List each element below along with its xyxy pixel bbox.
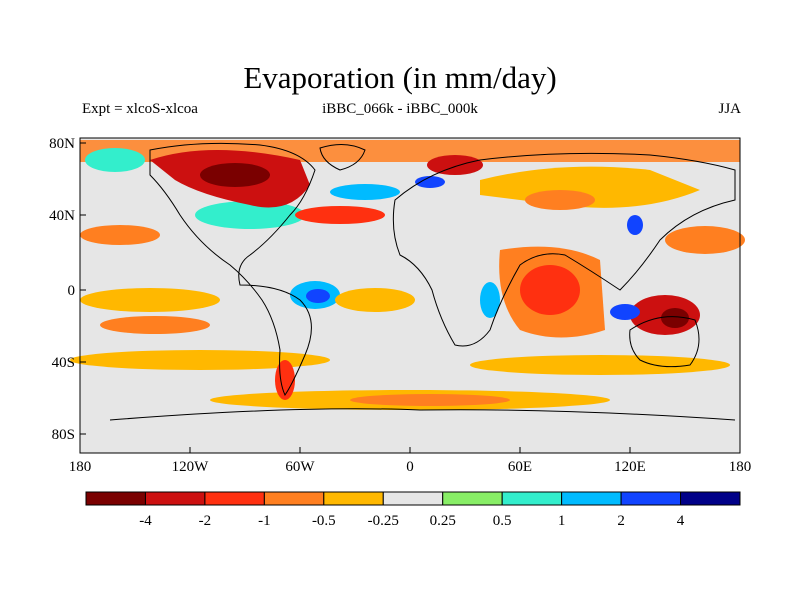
- wpacific-orange: [665, 226, 745, 254]
- scandinavia-red: [427, 155, 483, 175]
- x-tick-label: 180: [69, 459, 92, 475]
- y-tick-label: 0: [68, 283, 76, 299]
- japan-blue: [627, 215, 643, 235]
- colorbar-swatch: [501, 491, 563, 506]
- x-tick-label: 0: [406, 459, 414, 475]
- colorbar-label: 0.25: [430, 513, 456, 529]
- x-tick-label: 120W: [172, 459, 210, 475]
- colorbar-label: -2: [199, 513, 212, 529]
- colorbar-swatch: [323, 491, 384, 506]
- satlantic-yellow: [335, 288, 415, 312]
- atlantic-positive: [195, 201, 305, 229]
- indonesia-blue: [610, 304, 640, 320]
- colorbar-label: 4: [677, 513, 685, 529]
- epac-yellow: [80, 288, 220, 312]
- colorbar-label: 0.5: [493, 513, 512, 529]
- colorbar-swatch: [561, 491, 622, 506]
- coastlines: [109, 142, 736, 421]
- plot-title: Evaporation (in mm/day): [243, 60, 557, 95]
- afroeurasia-coast: [392, 152, 736, 347]
- colorbar-label: -4: [139, 513, 152, 529]
- x-tick-label: 60E: [508, 459, 532, 475]
- colorbar-swatch: [382, 491, 444, 506]
- asia-orange: [525, 190, 595, 210]
- sh-band-east: [470, 355, 730, 375]
- y-axis: 80N 40N 0 40S 80S: [49, 136, 86, 443]
- colorbar-swatch: [144, 491, 206, 506]
- colorbar-swatch: [620, 491, 682, 506]
- difference-label: iBBC_066k - iBBC_000k: [322, 101, 478, 117]
- y-tick-label: 40N: [49, 208, 75, 224]
- australia-coast: [629, 316, 700, 368]
- indian-red: [520, 265, 580, 315]
- americas-coast: [149, 142, 316, 396]
- colorbar-label: -1: [258, 513, 271, 529]
- colorbar-label: 2: [617, 513, 625, 529]
- anomaly-fields: [70, 140, 745, 410]
- bering-positive: [85, 148, 145, 172]
- y-tick-label: 40S: [52, 355, 75, 371]
- antarctica-coast: [109, 408, 736, 421]
- x-tick-label: 120E: [614, 459, 646, 475]
- season-label: JJA: [718, 101, 741, 117]
- epac-orange: [100, 316, 210, 334]
- colorbar-label: -0.5: [312, 513, 336, 529]
- colorbar-swatch: [204, 491, 265, 506]
- northsea-blue: [415, 176, 445, 188]
- sh-band-west: [70, 350, 330, 370]
- x-axis: 180 120W 60W 0 60E 120E 180: [69, 447, 752, 475]
- amazon-core: [306, 289, 330, 303]
- southern-ocean-orange: [350, 394, 510, 406]
- colorbar-swatch: [442, 491, 503, 506]
- australia-darkred: [661, 308, 689, 328]
- y-tick-label: 80S: [52, 427, 75, 443]
- colorbar-swatch: [263, 491, 325, 506]
- greenland-coast: [319, 144, 366, 171]
- natl-blue: [330, 184, 400, 200]
- colorbar-swatch: [85, 491, 146, 506]
- experiment-label: Expt = xlcoS-xlcoa: [82, 101, 198, 117]
- colorbar-swatch: [680, 491, 741, 506]
- x-tick-label: 180: [729, 459, 752, 475]
- npacific-orange: [80, 225, 160, 245]
- x-tick-label: 60W: [285, 459, 315, 475]
- gulfstream-red: [295, 206, 385, 224]
- y-tick-label: 80N: [49, 136, 75, 152]
- colorbar-label: -0.25: [368, 513, 399, 529]
- colorbar-label: 1: [558, 513, 566, 529]
- colorbar: -4 -2 -1 -0.5 -0.25 0.25 0.5 1 2 4: [85, 491, 741, 529]
- eafrica-blue: [480, 282, 500, 318]
- namerica-darkred: [200, 163, 270, 187]
